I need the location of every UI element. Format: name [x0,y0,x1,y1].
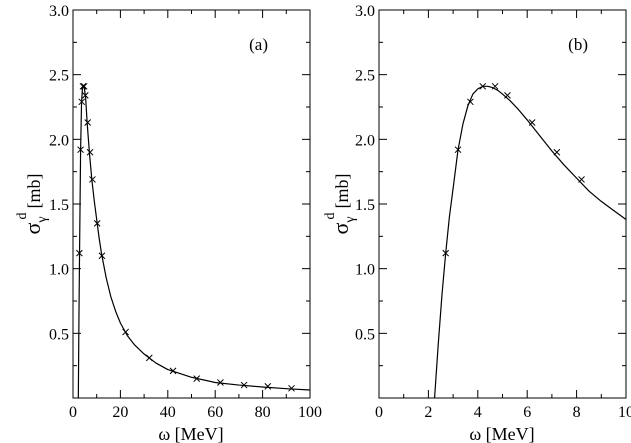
data-point-marker [479,82,487,90]
x-tick-label: 6 [523,404,531,421]
x-axis-label: ω [MeV] [158,424,223,443]
ticks: 0 20 40 60 80 100 0.5 1.0 1.5 2.0 2.5 3.0 [49,3,322,421]
x-tick-label: 20 [112,404,128,421]
data-point-marker [193,375,201,382]
x-tick-label: 10 [618,404,631,421]
y-tick-label: 1.0 [49,262,69,279]
data-point-marker [491,82,499,90]
data-point-marker [122,328,129,336]
data-point-marker [77,146,84,154]
x-axis-label: ω [MeV] [469,424,534,443]
data-point-marker [240,381,248,389]
y-tick-label: 1.0 [355,262,375,279]
panel-label: (b) [568,35,588,54]
plot-frame [378,9,627,399]
curve-line [77,85,311,399]
data-point-marker [264,383,272,390]
y-axis-superscript: d [15,212,30,219]
data-point-marker [504,92,511,99]
data-point-marker [84,119,92,126]
data-point-marker [553,148,561,156]
svg-text:σγd[mb]: σγd [mb] [323,173,358,234]
y-tick-label: 2.5 [355,68,375,85]
y-tick-label: 2.0 [49,132,69,149]
y-axis-unit: [mb] [332,173,352,208]
data-marks [76,82,311,399]
x-tick-label: 0 [69,404,77,421]
data-point-marker [442,249,450,257]
data-point-marker [145,354,153,362]
plot-frame [72,9,311,399]
x-tick-label: 2 [424,404,432,421]
y-axis-label: σγd [mb] [323,173,358,234]
x-tick-label: 100 [298,404,322,421]
data-point-marker [288,384,295,392]
x-tick-label: 4 [474,404,482,421]
ticks: 0 2 4 6 8 10 0.5 1.0 1.5 2.0 2.5 3.0 [355,3,631,421]
curve-line [433,85,627,399]
x-tick-label: 8 [573,404,581,421]
x-tick-label: 60 [207,404,223,421]
data-point-marker [86,148,94,156]
data-point-marker [78,98,86,106]
data-point-marker [93,220,101,227]
panel-label: (a) [249,35,268,54]
y-tick-label: 3.0 [49,3,69,20]
data-point-marker [467,98,474,106]
y-axis-symbol: σ [328,223,353,235]
data-point-marker [217,379,224,386]
y-axis-label: σγd [mb] [15,173,50,234]
data-marks [433,82,627,399]
data-point-marker [528,119,536,126]
data-point-marker [89,176,96,183]
chart-panel-b: 0 2 4 6 8 10 0.5 1.0 1.5 2.0 2.5 3.0 (b) ω [MeV] σγ… [323,3,631,443]
y-tick-label: 2.0 [355,132,375,149]
chart-panel-a: 0 20 40 60 80 100 0.5 1.0 1.5 2.0 2.5 3.0 (a) ω [Me… [15,3,322,443]
y-axis-symbol: σ [20,223,45,235]
data-point-marker [81,92,89,99]
data-point-marker [169,367,177,375]
y-axis-superscript: d [323,212,338,219]
y-axis-subscript: γ [35,216,50,223]
y-tick-label: 0.5 [355,326,375,343]
data-point-marker [80,82,88,90]
data-point-marker [578,176,585,183]
y-tick-label: 1.5 [355,197,375,214]
data-point-marker [98,252,106,260]
x-tick-label: 0 [375,404,383,421]
y-axis-subscript: γ [343,216,358,223]
svg-text:σγd[mb]: σγd [mb] [15,173,50,234]
data-point-marker [76,249,83,257]
y-axis-unit: [mb] [24,173,44,208]
x-tick-label: 80 [255,404,271,421]
y-tick-label: 2.5 [49,68,69,85]
y-tick-label: 3.0 [355,3,375,20]
y-tick-label: 0.5 [49,326,69,343]
data-point-marker [79,82,87,90]
y-tick-label: 1.5 [49,197,69,214]
data-point-marker [454,146,462,154]
x-tick-label: 40 [160,404,176,421]
